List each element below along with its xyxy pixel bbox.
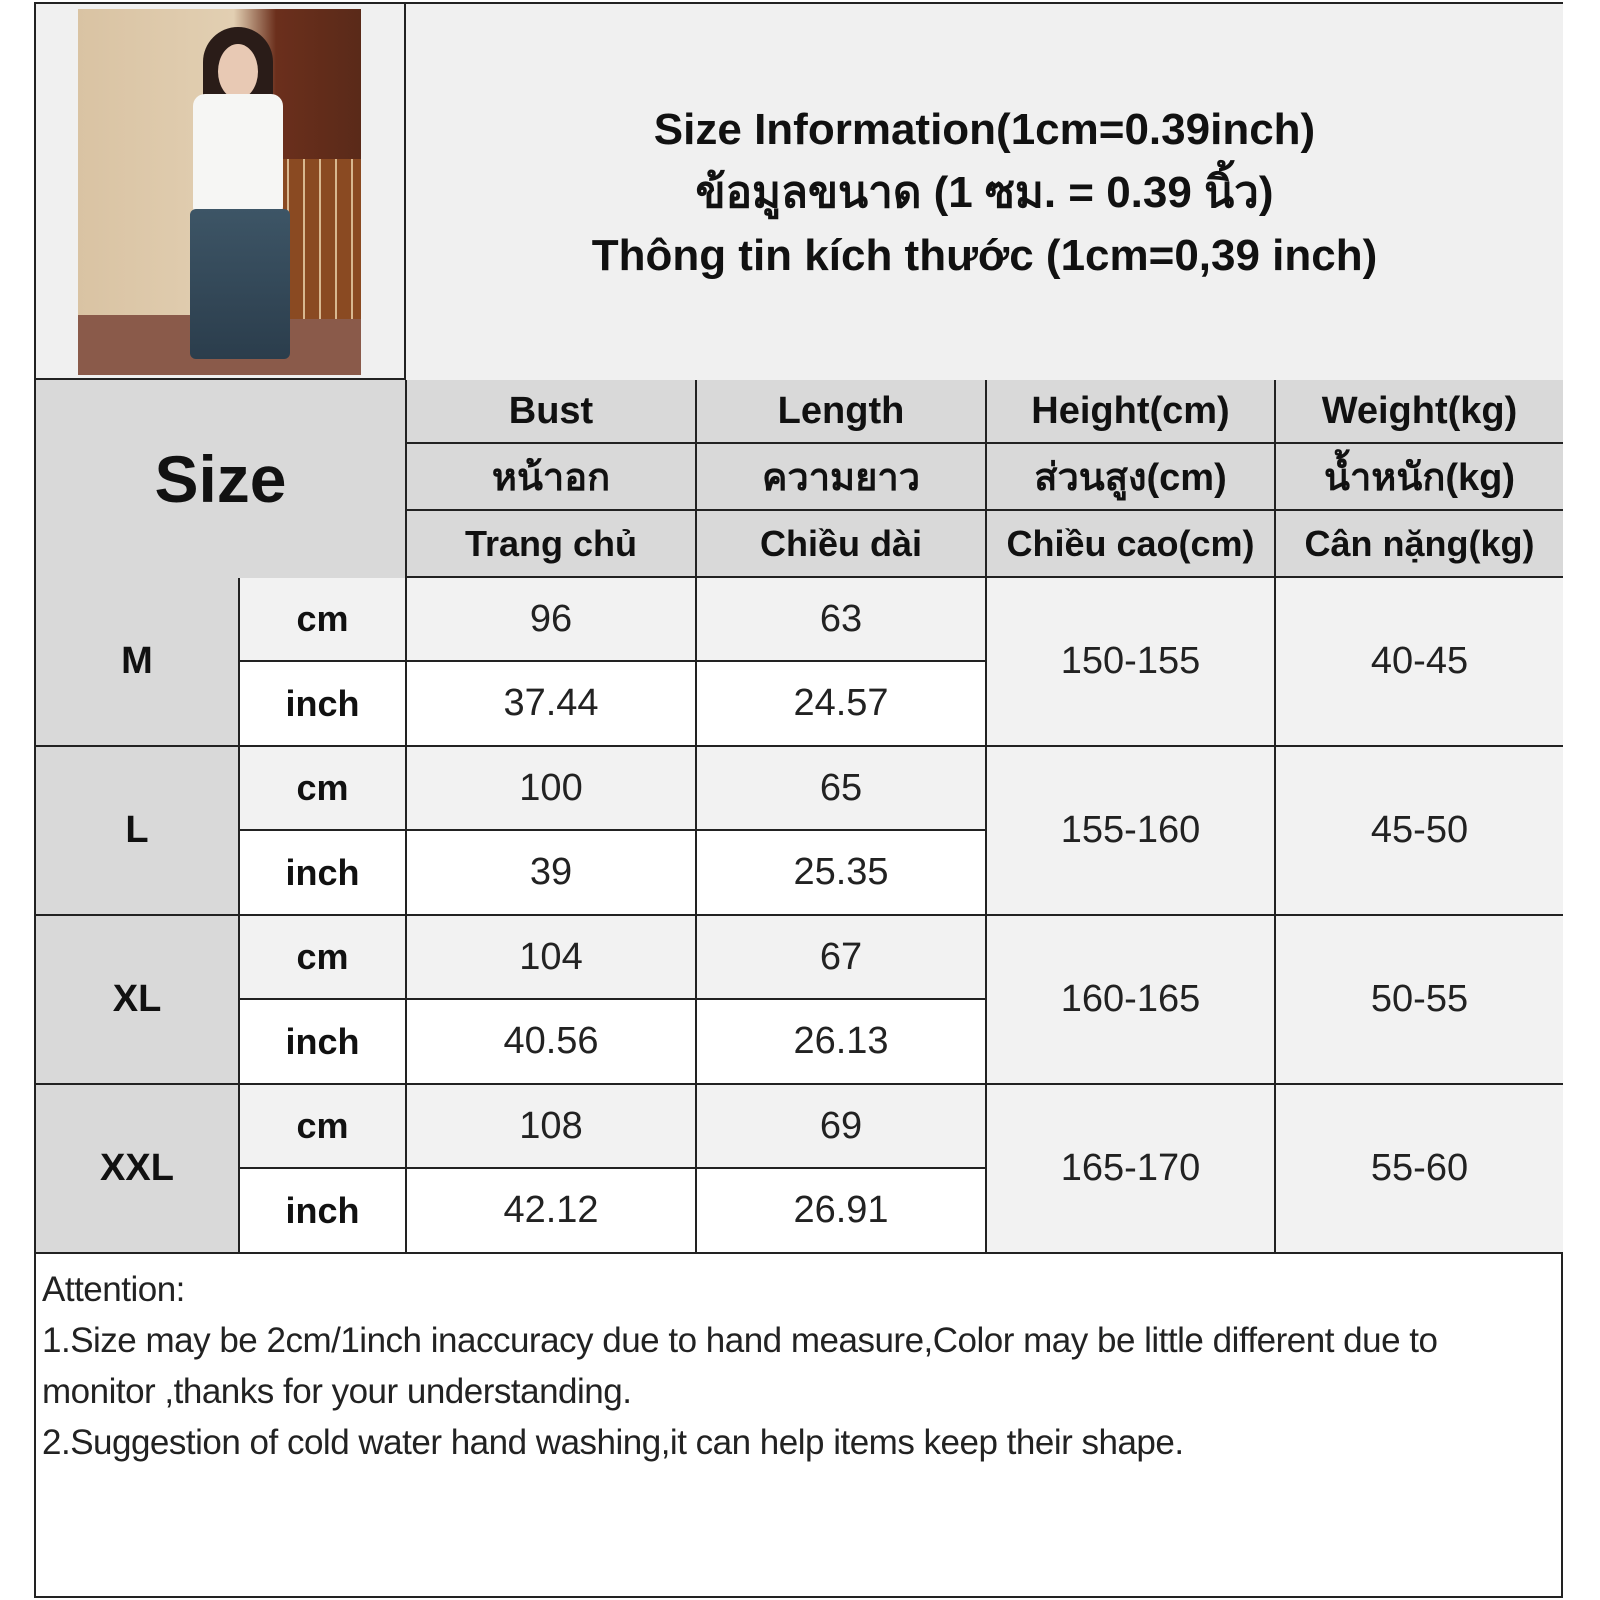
- bust-inch: 37.44: [407, 662, 697, 747]
- size-label: XXL: [36, 1085, 240, 1254]
- length-cm: 63: [697, 578, 987, 662]
- height-range: 160-165: [987, 916, 1276, 1085]
- title-thai: ข้อมูลขนาด (1 ซม. = 0.39 นิ้ว): [695, 167, 1274, 217]
- unit-cm: cm: [240, 578, 407, 662]
- unit-cm: cm: [240, 1085, 407, 1169]
- column-header-en: Weight(kg): [1276, 380, 1563, 444]
- column-header-th: ส่วนสูง(cm): [987, 444, 1276, 511]
- attention-notes: Attention: 1.Size may be 2cm/1inch inacc…: [36, 1256, 1561, 1596]
- unit-inch: inch: [240, 662, 407, 747]
- title-vietnamese: Thông tin kích thước (1cm=0,39 inch): [591, 230, 1378, 280]
- unit-inch: inch: [240, 831, 407, 916]
- length-cm: 65: [697, 747, 987, 831]
- note-line-2: 2.Suggestion of cold water hand washing,…: [42, 1423, 1184, 1462]
- weight-range: 55-60: [1276, 1085, 1563, 1254]
- bust-inch: 40.56: [407, 1000, 697, 1085]
- weight-range: 40-45: [1276, 578, 1563, 747]
- column-header-th: น้ำหนัก(kg): [1276, 444, 1563, 511]
- bust-cm: 104: [407, 916, 697, 1000]
- weight-range: 50-55: [1276, 916, 1563, 1085]
- unit-cm: cm: [240, 916, 407, 1000]
- length-inch: 26.13: [697, 1000, 987, 1085]
- product-photo: [78, 9, 361, 375]
- bust-cm: 96: [407, 578, 697, 662]
- height-range: 155-160: [987, 747, 1276, 916]
- unit-inch: inch: [240, 1000, 407, 1085]
- length-inch: 24.57: [697, 662, 987, 747]
- notes-heading: Attention:: [42, 1270, 185, 1309]
- bust-inch: 39: [407, 831, 697, 916]
- length-cm: 67: [697, 916, 987, 1000]
- weight-range: 45-50: [1276, 747, 1563, 916]
- note-line-1: 1.Size may be 2cm/1inch inaccuracy due t…: [42, 1321, 1438, 1411]
- column-header-vi: Cân nặng(kg): [1276, 511, 1563, 578]
- column-header-en: Height(cm): [987, 380, 1276, 444]
- bust-cm: 108: [407, 1085, 697, 1169]
- unit-inch: inch: [240, 1169, 407, 1254]
- column-header-vi: Chiều dài: [697, 511, 987, 578]
- product-photo-cell: [36, 4, 406, 380]
- size-label: L: [36, 747, 240, 916]
- size-label: XL: [36, 916, 240, 1085]
- column-header-th: หน้าอก: [407, 444, 697, 511]
- height-range: 165-170: [987, 1085, 1276, 1254]
- unit-cm: cm: [240, 747, 407, 831]
- title-block: Size Information(1cm=0.39inch) ข้อมูลขนา…: [406, 4, 1563, 380]
- column-header-en: Bust: [407, 380, 697, 444]
- column-header-en: Length: [697, 380, 987, 444]
- length-inch: 25.35: [697, 831, 987, 916]
- bust-cm: 100: [407, 747, 697, 831]
- size-header: Size: [36, 380, 407, 580]
- title-english: Size Information(1cm=0.39inch): [653, 104, 1316, 154]
- column-header-th: ความยาว: [697, 444, 987, 511]
- column-header-vi: Chiều cao(cm): [987, 511, 1276, 578]
- height-range: 150-155: [987, 578, 1276, 747]
- length-inch: 26.91: [697, 1169, 987, 1254]
- bust-inch: 42.12: [407, 1169, 697, 1254]
- column-header-vi: Trang chủ: [407, 511, 697, 578]
- size-chart: Size Information(1cm=0.39inch) ข้อมูลขนา…: [34, 2, 1563, 1598]
- length-cm: 69: [697, 1085, 987, 1169]
- size-label: M: [36, 578, 240, 747]
